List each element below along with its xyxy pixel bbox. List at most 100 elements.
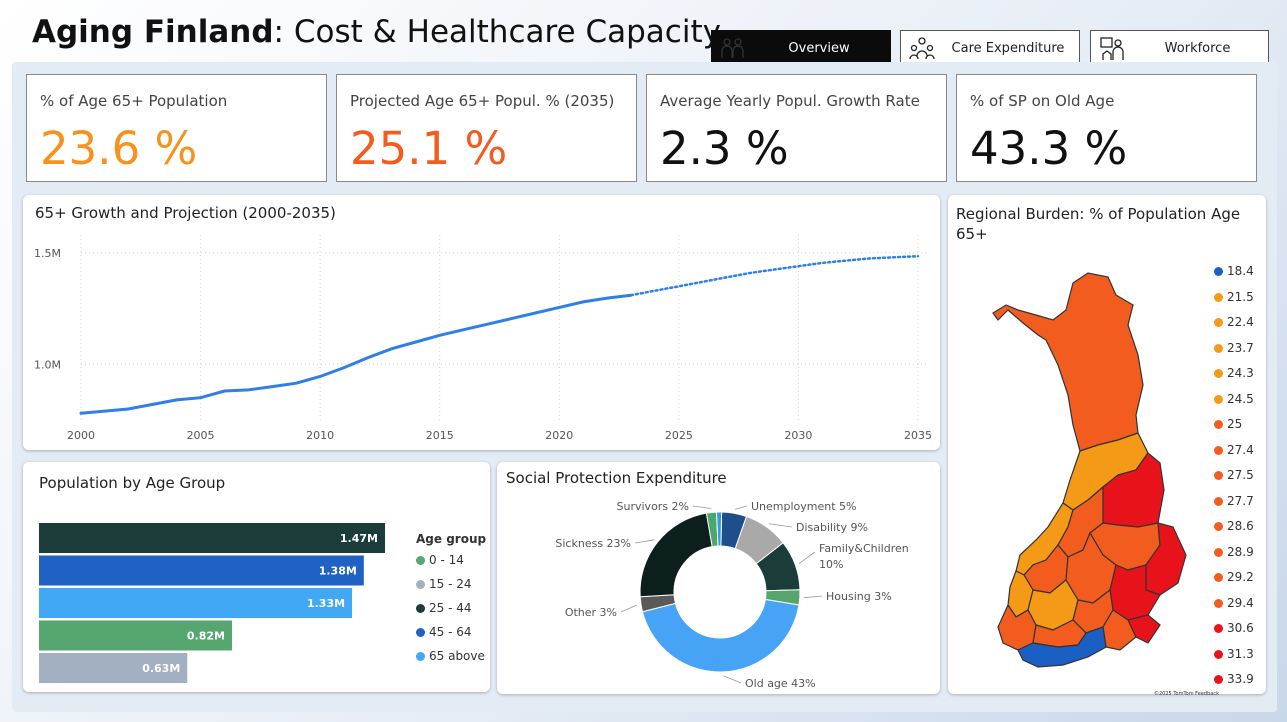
- map-panel: Regional Burden: % of Population Age 65+: [948, 195, 1266, 697]
- legend-label: 27.7: [1227, 493, 1254, 508]
- finland-map: [992, 272, 1187, 668]
- legend-swatch: [1214, 547, 1223, 557]
- kpi-card-age65-pct: % of Age 65+ Population 23.6 %: [26, 74, 327, 182]
- map-legend-item[interactable]: 29.2: [1214, 570, 1254, 584]
- people-icon: [721, 37, 744, 58]
- map-legend-item[interactable]: 31.3: [1214, 647, 1254, 661]
- slice-label: Sickness 23%: [555, 537, 631, 550]
- donut-chart-title: Social Protection Expenditure: [506, 469, 727, 487]
- x-tick-label: 2035: [904, 429, 932, 442]
- x-tick-label: 2010: [306, 429, 334, 442]
- map-legend-item[interactable]: 22.4: [1214, 315, 1254, 329]
- legend-swatch: [1214, 267, 1223, 276]
- legend-swatch: [1214, 522, 1223, 531]
- kpi-card-growth-rate: Average Yearly Popul. Growth Rate 2.3 %: [646, 74, 947, 182]
- line-chart-panel: 65+ Growth and Projection (2000-2035) 20…: [23, 195, 940, 450]
- legend-swatch: [1214, 369, 1223, 378]
- bar-data-label: 0.82M: [187, 630, 225, 643]
- leader-line: [692, 505, 712, 509]
- slice-label: Unemployment 5%: [751, 500, 857, 513]
- legend-label: 15 - 24: [429, 577, 472, 591]
- legend-swatch: [1214, 675, 1223, 684]
- map-legend-item[interactable]: 24.3: [1214, 366, 1254, 380]
- legend-label: 25: [1227, 417, 1243, 431]
- donut-chart-panel: Social Protection Expenditure Unemployme…: [497, 462, 940, 694]
- tab-overview-label: Overview: [788, 41, 850, 56]
- legend-item[interactable]: 0 - 14: [416, 553, 464, 567]
- legend-swatch: [1214, 292, 1223, 302]
- legend-swatch: [1214, 318, 1223, 327]
- slice-label: Other 3%: [565, 606, 617, 619]
- map-legend-item[interactable]: 33.9: [1214, 672, 1254, 686]
- kpi-label: % of SP on Old Age: [970, 92, 1115, 110]
- map-legend-item[interactable]: 30.6: [1214, 621, 1254, 635]
- x-tick-label: 2020: [545, 429, 573, 442]
- legend-swatch: [1214, 598, 1223, 608]
- x-tick-label: 2025: [665, 429, 693, 442]
- map-region-south-karelia[interactable]: [1127, 614, 1161, 644]
- map-legend-item[interactable]: 24.5: [1214, 392, 1254, 406]
- page-title-rest: : Cost & Healthcare Capacity: [273, 14, 721, 50]
- map-legend-item[interactable]: 25: [1214, 417, 1242, 431]
- map-legend-item[interactable]: 18.4: [1214, 264, 1254, 278]
- donut-chart: Unemployment 5% Disability 9% Family&Child…: [555, 500, 908, 690]
- legend-label: 25 - 44: [429, 601, 472, 615]
- leader-line: [768, 523, 793, 528]
- bar: [39, 653, 188, 683]
- leader-line: [798, 551, 816, 564]
- legend-label: 28.6: [1227, 519, 1254, 533]
- page-title-bold: Aging Finland: [32, 14, 274, 50]
- bar: [39, 523, 385, 553]
- legend-label: 21.5: [1227, 289, 1254, 304]
- map-credit[interactable]: ©2025 TomTom Feedback: [1154, 691, 1219, 697]
- legend-item[interactable]: 15 - 24: [416, 577, 472, 591]
- map-region-lapland[interactable]: [992, 272, 1144, 452]
- legend-label: 29.2: [1227, 570, 1254, 584]
- bar-data-label: 1.47M: [340, 532, 378, 545]
- caregiver-icon: [1100, 36, 1124, 60]
- map-legend-item[interactable]: 28.9: [1214, 545, 1254, 559]
- donut-slice: [716, 511, 723, 547]
- legend-label: 27.4: [1227, 442, 1254, 457]
- map-legend-item[interactable]: 21.5: [1214, 290, 1254, 304]
- legend-label: 22.4: [1227, 315, 1254, 329]
- tab-care-expenditure-label: Care Expenditure: [951, 41, 1065, 56]
- legend-swatch: [1214, 624, 1223, 633]
- bar-chart: 1.47M 1.38M 1.33M 0.82M 0.63M: [39, 523, 385, 683]
- leader-line: [803, 595, 823, 599]
- map-legend-item[interactable]: 27.7: [1214, 494, 1254, 508]
- legend-item[interactable]: 45 - 64: [416, 625, 472, 639]
- line-chart-title: 65+ Growth and Projection (2000-2035): [35, 204, 336, 222]
- kpi-value: 25.1 %: [350, 122, 508, 175]
- legend-label: 24.5: [1227, 391, 1254, 406]
- page-title: Aging Finland: Cost & Healthcare Capacit…: [32, 14, 721, 50]
- bar-chart-panel: Population by Age Group 1.47M 1.38M 1.33M 0…: [23, 462, 490, 692]
- y-tick-label: 1.5M: [34, 247, 61, 260]
- x-tick-label: 2030: [784, 429, 812, 442]
- map-legend-item[interactable]: 23.7: [1214, 341, 1254, 355]
- legend-label: 45 - 64: [429, 625, 472, 639]
- tab-overview[interactable]: Overview: [711, 30, 891, 67]
- slice-label: Housing 3%: [826, 590, 892, 603]
- legend-swatch: [1214, 394, 1223, 404]
- legend-label: 0 - 14: [429, 553, 464, 567]
- legend-item[interactable]: 25 - 44: [416, 601, 472, 615]
- legend-label: 65 above: [429, 649, 485, 663]
- legend-swatch: [416, 652, 425, 661]
- legend-label: 33.9: [1227, 672, 1254, 686]
- tab-workforce[interactable]: Workforce: [1090, 30, 1269, 67]
- tab-care-expenditure[interactable]: Care Expenditure: [900, 30, 1080, 67]
- map-legend-item[interactable]: 27.5: [1214, 468, 1254, 482]
- legend-label: 27.5: [1227, 468, 1254, 482]
- map-legend-item[interactable]: 27.4: [1214, 443, 1254, 457]
- map-region-uusimaa[interactable]: [1017, 626, 1107, 668]
- x-tick-label: 2005: [187, 429, 215, 442]
- actual-series-line: [79, 293, 633, 415]
- map-legend-item[interactable]: 29.4: [1214, 596, 1254, 610]
- legend-label: 28.9: [1227, 544, 1254, 559]
- x-tick-label: 2000: [67, 429, 95, 442]
- map-legend-item[interactable]: 28.6: [1214, 519, 1254, 533]
- slice-label: Survivors 2%: [617, 500, 689, 513]
- legend-item[interactable]: 65 above: [416, 649, 485, 663]
- kpi-value: 23.6 %: [40, 122, 198, 175]
